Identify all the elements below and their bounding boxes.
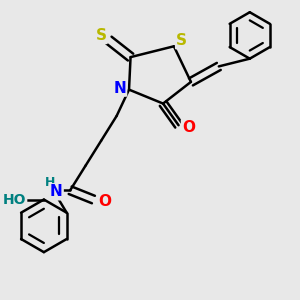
Text: HO: HO [3,193,26,206]
Text: O: O [182,120,195,135]
Text: H: H [45,176,55,189]
Text: S: S [176,33,187,48]
Text: N: N [113,81,126,96]
Text: N: N [50,184,63,199]
Text: O: O [99,194,112,208]
Text: S: S [96,28,107,43]
